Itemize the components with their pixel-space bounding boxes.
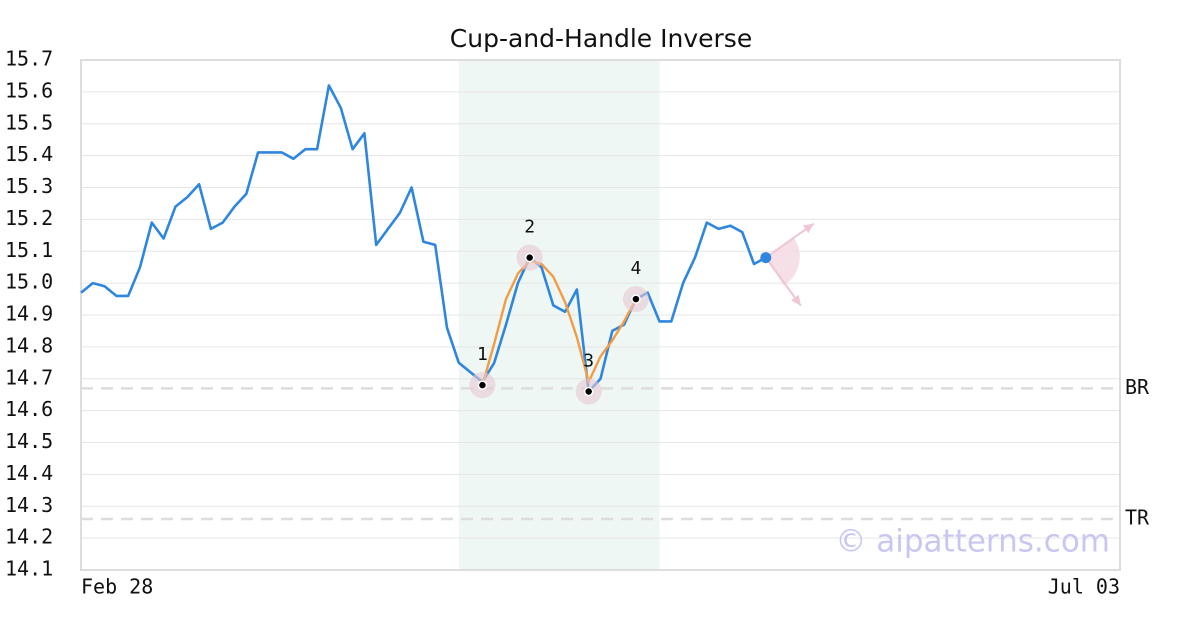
point-label: 3 <box>583 351 594 372</box>
point-label: 4 <box>630 258 641 279</box>
point-label: 1 <box>477 344 488 365</box>
y-tick-label: 15.7 <box>5 47 53 71</box>
y-tick-label: 14.1 <box>5 557 53 581</box>
point-marker <box>631 294 641 304</box>
y-tick-label: 14.7 <box>5 365 53 389</box>
point-marker <box>583 386 594 397</box>
x-tick-label: Jul 03 <box>1048 575 1120 599</box>
watermark: © aipatterns.com <box>835 524 1110 560</box>
y-tick-label: 14.2 <box>5 525 53 549</box>
y-tick-label: 15.6 <box>5 78 53 102</box>
series-line <box>80 84 767 393</box>
y-tick-label: 14.5 <box>5 429 53 453</box>
series-line <box>481 259 637 386</box>
y-tick-label: 14.3 <box>5 493 53 517</box>
plot-border <box>80 59 1121 571</box>
y-tick-label: 14.4 <box>5 461 53 485</box>
projection-fan <box>765 237 800 286</box>
point-marker <box>477 380 488 390</box>
point-label: 2 <box>524 217 535 238</box>
y-tick-label: 15.2 <box>5 206 53 230</box>
arrow-head <box>791 294 801 306</box>
chart-title: Cup-and-Handle Inverse <box>450 24 752 53</box>
point-marker <box>524 252 535 263</box>
last-point <box>760 252 772 264</box>
level-label: TR <box>1125 506 1150 530</box>
y-tick-label: 15.0 <box>5 270 53 294</box>
y-tick-label: 14.9 <box>5 302 53 326</box>
y-tick-label: 15.1 <box>5 238 53 262</box>
x-tick-label: Feb 28 <box>81 575 153 599</box>
y-tick-label: 15.5 <box>5 110 53 134</box>
arrow-head <box>802 223 814 234</box>
y-tick-label: 15.3 <box>5 174 53 198</box>
level-label: BR <box>1125 375 1150 399</box>
y-tick-label: 14.6 <box>5 397 53 421</box>
y-tick-label: 15.4 <box>5 142 53 166</box>
y-tick-label: 14.8 <box>5 333 53 357</box>
